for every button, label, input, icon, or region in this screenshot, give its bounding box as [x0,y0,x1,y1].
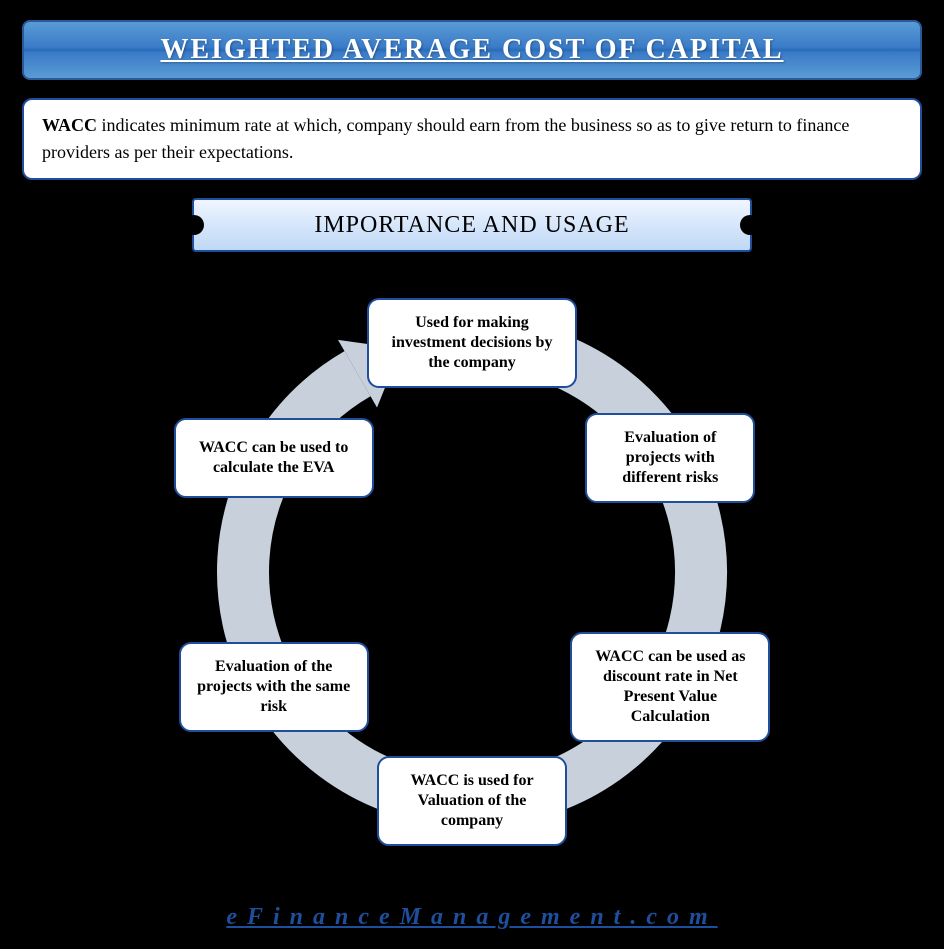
cycle-node: Evaluation of the projects with the same… [179,642,369,732]
description-text: indicates minimum rate at which, company… [42,115,849,162]
footer-link[interactable]: eFinanceManagement.com [0,904,944,931]
title-bar: WEIGHTED AVERAGE COST OF CAPITAL [22,20,922,80]
description-box: WACC indicates minimum rate at which, co… [22,98,922,180]
cycle-node: Evaluation of projects with different ri… [585,413,755,503]
cycle-node: WACC can be used as discount rate in Net… [570,632,770,742]
page-title: WEIGHTED AVERAGE COST OF CAPITAL [160,34,783,66]
cycle-diagram: Used for making investment decisions by … [0,262,944,882]
cycle-node: WACC can be used to calculate the EVA [174,418,374,498]
subtitle-text: IMPORTANCE AND USAGE [314,212,629,239]
cycle-node: Used for making investment decisions by … [367,298,577,388]
description-bold: WACC [42,115,97,135]
subtitle-ribbon: IMPORTANCE AND USAGE [192,198,752,252]
cycle-node: WACC is used for Valuation of the compan… [377,756,567,846]
